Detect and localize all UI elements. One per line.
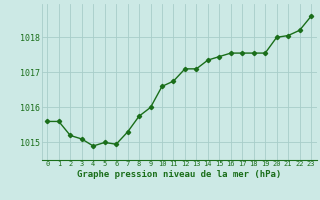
X-axis label: Graphe pression niveau de la mer (hPa): Graphe pression niveau de la mer (hPa) — [77, 170, 281, 179]
